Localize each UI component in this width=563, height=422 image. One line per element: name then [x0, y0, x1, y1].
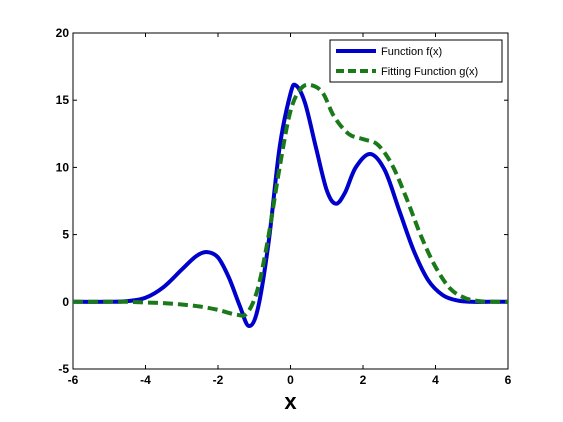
legend-label-0: Function f(x): [381, 46, 442, 58]
series-lines: [72, 82, 509, 328]
y-tick-label: 0: [62, 295, 69, 309]
y-tick-label: 15: [56, 93, 70, 107]
series-line-1: [73, 82, 509, 318]
x-tick-label: -4: [140, 373, 151, 387]
series-line-0: [72, 82, 508, 328]
x-tick-label: 0: [287, 373, 294, 387]
x-tick-label: 2: [360, 373, 367, 387]
y-tick-label: 10: [56, 160, 70, 174]
legend: Function f(x) Fitting Function g(x): [329, 39, 503, 83]
x-tick-label: -2: [213, 373, 224, 387]
legend-label-1: Fitting Function g(x): [381, 66, 478, 78]
y-tick-label: 5: [62, 228, 69, 242]
legend-box: [329, 39, 503, 83]
x-tick-label: 6: [505, 373, 512, 387]
plot-area-frame: [72, 32, 509, 370]
y-tick-label: -5: [58, 362, 69, 376]
x-axis-title: x: [284, 389, 297, 414]
x-tick-label: -6: [68, 373, 79, 387]
x-tick-label: 4: [432, 373, 439, 387]
y-tick-label: 20: [56, 26, 70, 40]
